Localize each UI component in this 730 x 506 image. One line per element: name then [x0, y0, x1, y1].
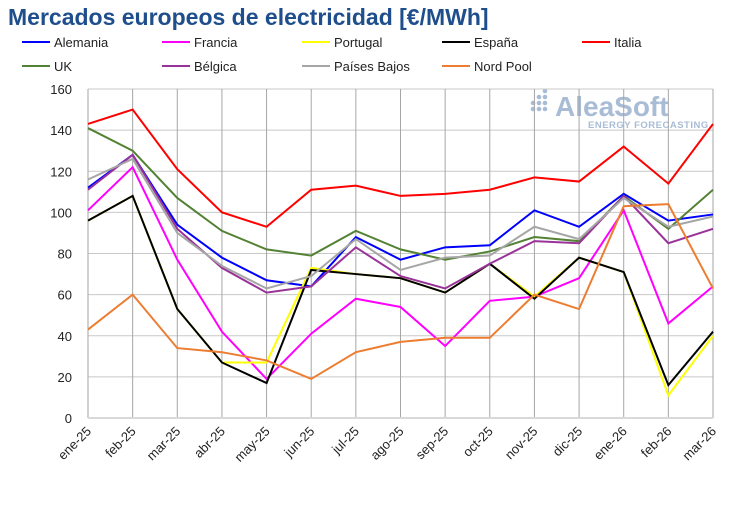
y-tick-label: 140 — [50, 123, 72, 138]
watermark-dot — [542, 106, 548, 112]
legend-label: Países Bajos — [334, 59, 410, 74]
y-tick-label: 0 — [65, 411, 72, 426]
x-tick-label: may-25 — [231, 424, 272, 465]
x-tick-label: mar-26 — [679, 424, 719, 464]
watermark-dot — [536, 94, 542, 100]
series-line-países-bajos — [87, 157, 714, 290]
watermark-dot — [542, 94, 548, 100]
legend-label: Bélgica — [194, 59, 237, 74]
series-line-alemania — [87, 153, 714, 288]
watermark-subtitle: ENERGY FORECASTING — [588, 120, 709, 131]
y-tick-label: 160 — [50, 82, 72, 97]
legend-label: UK — [54, 59, 72, 74]
x-tick-label: jun-25 — [280, 424, 317, 461]
watermark-logo: AleaSoft — [555, 91, 669, 122]
x-tick-label: sep-25 — [413, 424, 452, 463]
y-tick-label: 60 — [58, 288, 72, 303]
series-line-españa — [87, 194, 714, 388]
watermark-dot — [536, 100, 542, 106]
chart-title: Mercados europeos de electricidad [€/MWh… — [8, 4, 489, 30]
x-tick-label: abr-25 — [191, 424, 228, 461]
watermark-dot — [542, 88, 548, 94]
y-tick-label: 40 — [58, 329, 72, 344]
x-tick-label: ene-25 — [55, 424, 94, 463]
x-tick-label: nov-25 — [502, 424, 541, 463]
legend-label: Italia — [614, 35, 642, 50]
legend-label: Francia — [194, 35, 238, 50]
y-tick-label: 100 — [50, 205, 72, 220]
series-line-francia — [87, 165, 714, 381]
x-tick-label: dic-25 — [550, 424, 586, 460]
x-tick-label: mar-25 — [144, 424, 184, 464]
legend-label: Alemania — [54, 35, 109, 50]
y-tick-label: 120 — [50, 164, 72, 179]
x-tick-label: oct-25 — [460, 424, 496, 460]
x-tick-label: feb-26 — [638, 424, 675, 461]
watermark-dot — [536, 106, 542, 112]
legend-label: España — [474, 35, 519, 50]
legend-label: Nord Pool — [474, 59, 532, 74]
x-tick-label: jul-25 — [328, 424, 362, 458]
y-tick-label: 20 — [58, 370, 72, 385]
series-line-nord-pool — [87, 203, 714, 381]
y-tick-label: 80 — [58, 247, 72, 262]
x-tick-label: ago-25 — [367, 424, 406, 463]
series-line-italia — [87, 108, 714, 228]
legend-label: Portugal — [334, 35, 383, 50]
x-tick-label: ene-26 — [591, 424, 630, 463]
watermark-dot — [542, 100, 548, 106]
x-tick-label: feb-25 — [102, 424, 139, 461]
